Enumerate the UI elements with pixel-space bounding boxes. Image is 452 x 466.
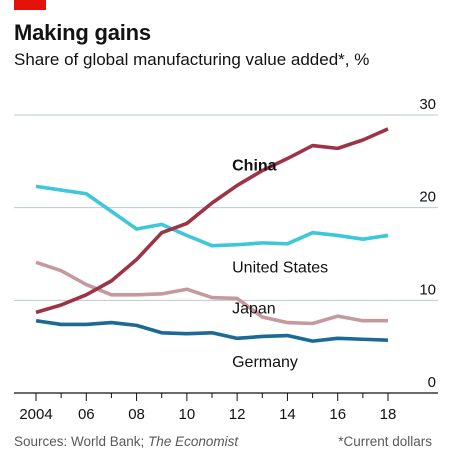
series-line-germany <box>35 318 389 343</box>
economist-red-tag <box>14 0 46 10</box>
series-labels: China United States Japan Germany <box>232 158 328 371</box>
y-tick-label-30: 30 <box>419 96 436 113</box>
x-tick-label-14: 14 <box>279 406 296 423</box>
chart-title: Making gains <box>14 20 151 45</box>
series-lines <box>35 127 389 343</box>
series-label-japan: Japan <box>232 300 276 317</box>
chart-subtitle: Share of global manufacturing value adde… <box>14 50 370 69</box>
series-label-germany: Germany <box>232 354 298 371</box>
y-tick-label-10: 10 <box>419 281 436 298</box>
series-label-us: United States <box>232 260 328 277</box>
series-line-japan <box>35 260 388 326</box>
source-note: Sources: World Bank; The Economist <box>14 434 238 449</box>
x-tick-label-12: 12 <box>229 406 246 423</box>
series-label-china: China <box>232 158 277 175</box>
x-tick-label-06: 06 <box>78 406 95 423</box>
x-tick-label-16: 16 <box>329 406 346 423</box>
series-line-china <box>35 127 389 315</box>
gridlines <box>14 114 438 301</box>
x-tick-label-10: 10 <box>179 406 196 423</box>
y-tick-label-0: 0 <box>428 374 436 391</box>
series-line-us <box>35 184 389 248</box>
x-tick-label-08: 08 <box>128 406 145 423</box>
y-tick-label-20: 20 <box>419 189 436 206</box>
x-tick-label-2004: 2004 <box>19 406 52 423</box>
footnote: *Current dollars <box>338 434 432 449</box>
source-publication: The Economist <box>148 434 239 449</box>
source-prefix: Sources: World Bank; <box>14 434 149 449</box>
x-tick-label-18: 18 <box>380 406 397 423</box>
y-axis-tick-labels: 0 10 20 30 <box>419 96 436 391</box>
x-axis: 2004 06 08 10 12 14 16 18 <box>14 392 438 423</box>
